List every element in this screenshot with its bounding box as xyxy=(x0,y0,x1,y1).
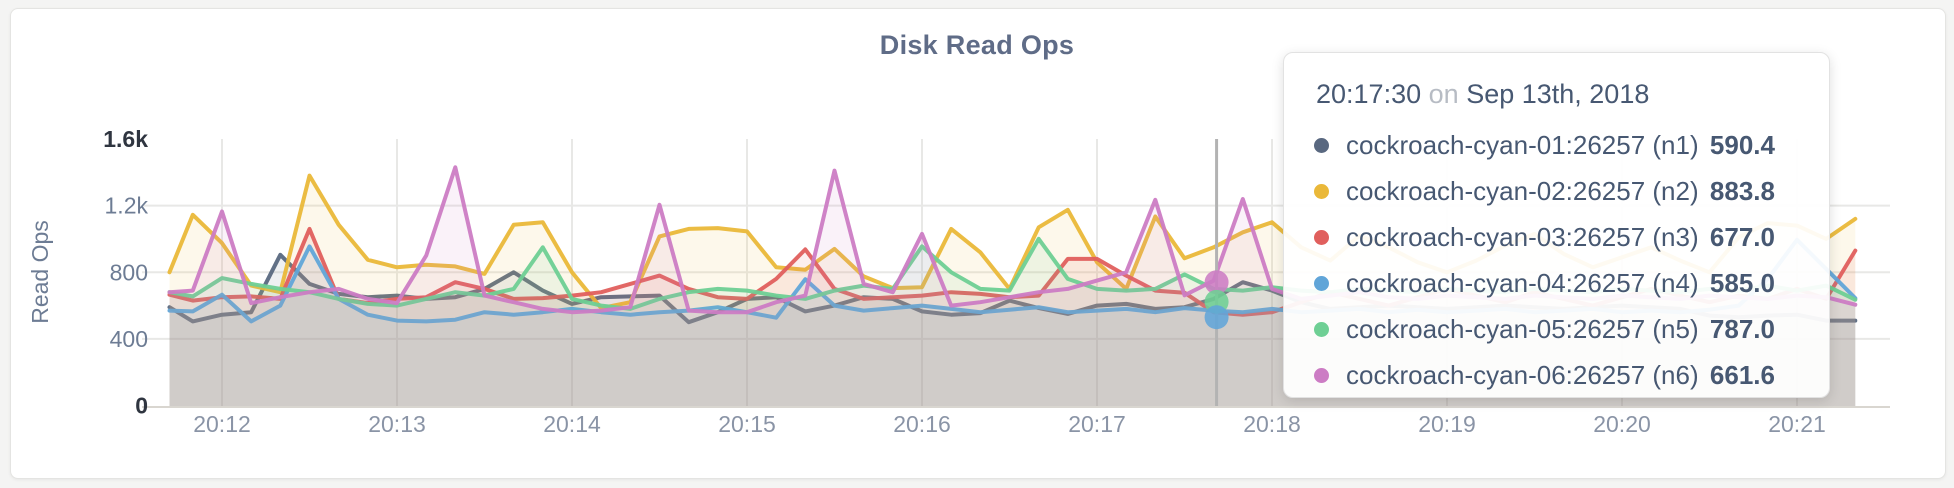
x-tick-label: 20:20 xyxy=(1593,411,1651,437)
series-color-dot xyxy=(1314,137,1329,153)
tooltip-conjunction: on xyxy=(1428,79,1459,109)
tooltip-series-value: 677.0 xyxy=(1709,221,1775,252)
hover-dot-n4 xyxy=(1204,305,1229,330)
tooltip-series-row: cockroach-cyan-04:26257 (n4) 585.0 xyxy=(1314,260,1791,306)
tooltip-date: Sep 13th, 2018 xyxy=(1466,79,1650,109)
series-color-dot xyxy=(1314,229,1329,245)
y-tick-label: 1.6k xyxy=(103,126,148,152)
x-tick-label: 20:21 xyxy=(1768,411,1826,437)
tooltip-series-name: cockroach-cyan-02:26257 (n2) xyxy=(1346,175,1699,206)
y-tick-label: 400 xyxy=(110,326,148,352)
chart-tooltip: 20:17:30 on Sep 13th, 2018 cockroach-cya… xyxy=(1283,52,1830,398)
tooltip-series-name: cockroach-cyan-04:26257 (n4) xyxy=(1346,267,1699,298)
y-tick-label: 0 xyxy=(135,393,148,419)
tooltip-series-value: 585.0 xyxy=(1709,267,1775,298)
y-axis-label: Read Ops xyxy=(27,220,53,324)
series-color-dot xyxy=(1314,367,1329,383)
series-color-dot xyxy=(1314,321,1329,337)
x-tick-label: 20:18 xyxy=(1243,411,1301,437)
x-tick-label: 20:13 xyxy=(368,411,426,437)
y-tick-label: 1.2k xyxy=(105,193,149,219)
x-tick-label: 20:12 xyxy=(193,411,251,437)
series-color-dot xyxy=(1314,183,1329,199)
tooltip-series-value: 661.6 xyxy=(1709,359,1775,390)
y-tick-label: 800 xyxy=(110,259,148,285)
x-tick-label: 20:19 xyxy=(1418,411,1476,437)
x-tick-label: 20:17 xyxy=(1068,411,1126,437)
tooltip-series-row: cockroach-cyan-06:26257 (n6) 661.6 xyxy=(1314,352,1791,398)
x-tick-label: 20:16 xyxy=(893,411,951,437)
tooltip-series-row: cockroach-cyan-02:26257 (n2) 883.8 xyxy=(1314,168,1791,214)
tooltip-series-value: 590.4 xyxy=(1709,129,1775,160)
chart-title: Disk Read Ops xyxy=(879,30,1075,60)
tooltip-time: 20:17:30 xyxy=(1316,79,1422,109)
tooltip-series-name: cockroach-cyan-01:26257 (n1) xyxy=(1346,129,1699,160)
tooltip-series-value: 787.0 xyxy=(1709,313,1775,344)
tooltip-series-row: cockroach-cyan-03:26257 (n3) 677.0 xyxy=(1314,214,1791,260)
x-tick-label: 20:15 xyxy=(718,411,776,437)
hover-dot-n6 xyxy=(1204,270,1229,295)
x-tick-label: 20:14 xyxy=(543,411,601,437)
tooltip-series-name: cockroach-cyan-06:26257 (n6) xyxy=(1346,359,1699,390)
tooltip-series-name: cockroach-cyan-03:26257 (n3) xyxy=(1346,221,1699,252)
tooltip-series-row: cockroach-cyan-05:26257 (n5) 787.0 xyxy=(1314,306,1791,352)
tooltip-series-value: 883.8 xyxy=(1709,175,1775,206)
tooltip-header: 20:17:30 on Sep 13th, 2018 xyxy=(1316,79,1791,110)
series-color-dot xyxy=(1314,275,1329,291)
tooltip-series-row: cockroach-cyan-01:26257 (n1) 590.4 xyxy=(1314,122,1791,168)
tooltip-series-name: cockroach-cyan-05:26257 (n5) xyxy=(1346,313,1699,344)
